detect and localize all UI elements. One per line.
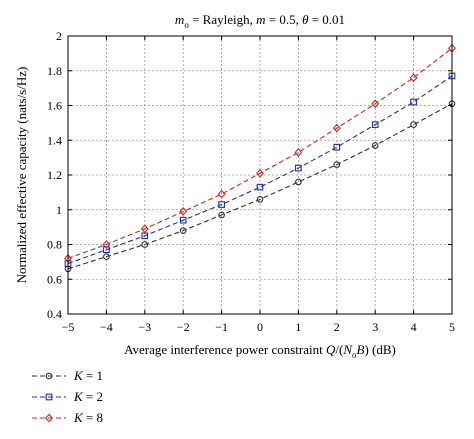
series-3 [64,43,456,263]
title-var-m-o: m [175,12,184,27]
x-tick-label: −3 [138,320,151,334]
legend-var: K [73,389,84,404]
x-tick-label: 5 [449,320,455,334]
legend-marker [45,372,53,380]
data-point [256,183,264,191]
x-label-n: N [342,342,353,357]
legend-var: K [73,410,84,425]
legend-label: K = 1 [73,368,103,383]
x-tick-label: 4 [411,320,417,334]
legend: K = 1K = 2K = 8 [32,368,103,425]
legend-item: K = 1 [32,368,103,383]
y-tick-label: 1.8 [47,64,62,78]
data-point [179,227,187,234]
series-line [67,47,453,259]
data-point [333,161,341,168]
y-tick-label: 0.8 [47,238,62,252]
data-point [294,147,303,157]
data-point [371,121,379,128]
y-tick-label: 2 [56,29,62,43]
x-tick-label: −2 [177,320,190,334]
legend-var: K [73,368,84,383]
legend-label: K = 8 [73,410,103,425]
data-point [409,73,418,83]
data-point [141,241,149,248]
data-point [256,168,264,178]
x-axis-ticks: −5 −4 −3 −2 −1 0 1 2 3 4 5 [62,36,455,334]
data-point [295,178,302,186]
data-point [103,253,110,261]
series-1 [64,100,456,273]
y-tick-label: 1.2 [47,168,62,182]
x-label-q: Q [326,342,336,357]
title-var-theta: θ [302,12,309,27]
data-point [410,98,417,106]
y-axis-label: Normalized effective capacity (nats/s/Hz… [14,67,29,284]
data-point [103,246,110,254]
legend-eq: = 2 [83,389,103,404]
x-tick-label: 3 [372,320,378,334]
legend-item: K = 8 [32,410,103,425]
legend-eq: = 1 [83,368,103,383]
x-label-pre: Average interference power constraint [124,342,326,357]
x-axis-label: Average interference power constraint Q/… [124,342,396,360]
x-label-post: ) (dB) [364,342,395,357]
data-point [179,216,187,224]
y-tick-label: 1.6 [47,99,62,113]
legend-item: K = 2 [32,389,103,404]
series-2 [64,72,456,267]
series-line [67,103,453,270]
data-point [256,195,264,203]
data-point [102,240,111,249]
x-tick-label: 0 [257,320,263,334]
chart-title: mo = Rayleigh, m = 0.5, θ = 0.01 [175,12,345,30]
title-subscript: o [184,20,189,30]
x-tick-label: −1 [215,320,228,334]
data-point [371,142,379,149]
x-label-sub: o [352,350,357,360]
y-tick-label: 1.4 [47,133,62,147]
data-point [295,164,302,172]
title-m-value: = 0.5, [265,12,302,27]
data-point [179,207,188,216]
series-layer [64,43,456,273]
data-point [217,189,226,199]
title-var-m: m [256,12,265,27]
legend-eq: = 8 [83,410,103,425]
grid [67,35,453,315]
x-tick-label: 1 [295,320,301,334]
x-label-b: B [357,342,365,357]
legend-marker [45,393,53,401]
title-rayleigh: = Rayleigh, [189,12,256,27]
series-line [67,75,453,265]
x-label-slash: /( [335,342,343,357]
x-tick-label: −4 [100,320,113,334]
legend-label: K = 2 [73,389,103,404]
x-tick-label: 2 [334,320,340,334]
y-tick-label: 1 [56,203,62,217]
y-tick-label: 0.4 [47,307,62,321]
legend-marker [45,413,53,423]
data-point [410,121,417,128]
data-point [218,201,225,208]
x-tick-label: −5 [62,320,75,334]
title-theta-value: = 0.01 [308,12,345,27]
y-axis-ticks: 0.4 0.6 0.8 1 1.2 1.4 1.6 1.8 2 [47,29,452,321]
data-point [333,143,341,151]
data-point [371,99,380,109]
data-point [140,224,149,234]
data-point [332,123,341,133]
data-point [218,211,225,219]
y-tick-label: 0.6 [47,272,62,286]
